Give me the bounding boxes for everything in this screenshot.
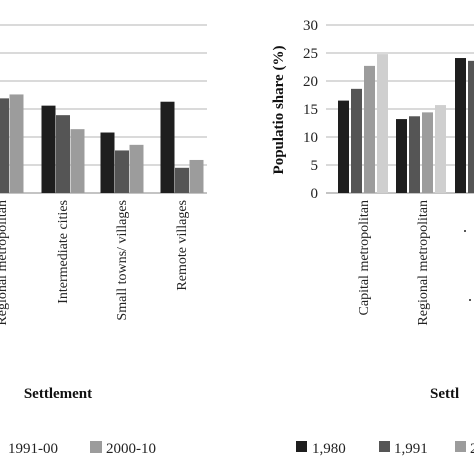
right-y-tick-label: 10: [303, 130, 318, 146]
left-category-label: Regional metropolitan: [0, 200, 10, 326]
left-category-label: Intermediate cities: [56, 200, 71, 304]
right-legend-swatch: [379, 441, 390, 452]
right-legend-label: 1,980: [312, 441, 346, 457]
left-x-axis-title: Settlement: [24, 386, 92, 402]
left-legend-label: 1991-00: [8, 441, 58, 457]
right-bar: [396, 119, 407, 193]
left-bar: [0, 98, 9, 193]
left-legend-label: 2000-10: [106, 441, 156, 457]
right-bar: [468, 60, 474, 194]
left-bar: [189, 159, 204, 193]
left-legend-swatch: [90, 441, 102, 453]
right-y-tick-label: 25: [303, 46, 318, 62]
left-bar: [160, 101, 175, 193]
left-bar: [129, 144, 144, 193]
left-bar: [56, 115, 70, 193]
right-bar: [377, 54, 388, 194]
right-legend-label: 2: [470, 441, 474, 457]
left-bar: [41, 105, 56, 193]
right-y-axis-title: Populatio share (%): [271, 46, 287, 175]
right-bar: [455, 58, 466, 193]
right-y-tick-label: 30: [303, 18, 318, 34]
right-y-tick-label: 15: [303, 102, 318, 118]
right-bar: [435, 105, 446, 193]
right-bar: [409, 116, 420, 193]
right-bar: [338, 100, 349, 193]
left-bar: [100, 132, 115, 193]
right-legend-swatch: [296, 441, 307, 452]
right-chart: 0 5 10 15 20 25 30 Capital metropolitan Regiona…: [271, 18, 474, 457]
left-category-label: Remote villages: [175, 200, 190, 291]
left-chart: Regional metropolitan Intermediate cities…: [0, 24, 207, 457]
left-bar: [70, 129, 85, 193]
right-bar: [351, 88, 362, 193]
left-bar: [175, 167, 189, 193]
right-category-label: Capital metropolitan: [357, 200, 372, 315]
right-bar: [422, 112, 433, 193]
right-x-axis-title: Settl: [430, 386, 459, 402]
right-category-fragment: [469, 299, 471, 301]
right-legend-label: 1,991: [394, 441, 428, 457]
right-y-tick-label: 0: [311, 186, 319, 202]
right-y-tick-label: 5: [311, 158, 319, 174]
left-bar: [115, 150, 129, 193]
right-legend-swatch: [455, 441, 466, 452]
right-category-fragment: [464, 230, 466, 232]
right-bar: [364, 65, 375, 193]
left-bar: [9, 94, 24, 193]
right-y-tick-label: 20: [303, 74, 318, 90]
left-category-label: Small towns/ villages: [115, 200, 130, 321]
right-category-label: Regional metropolitan: [416, 200, 431, 326]
